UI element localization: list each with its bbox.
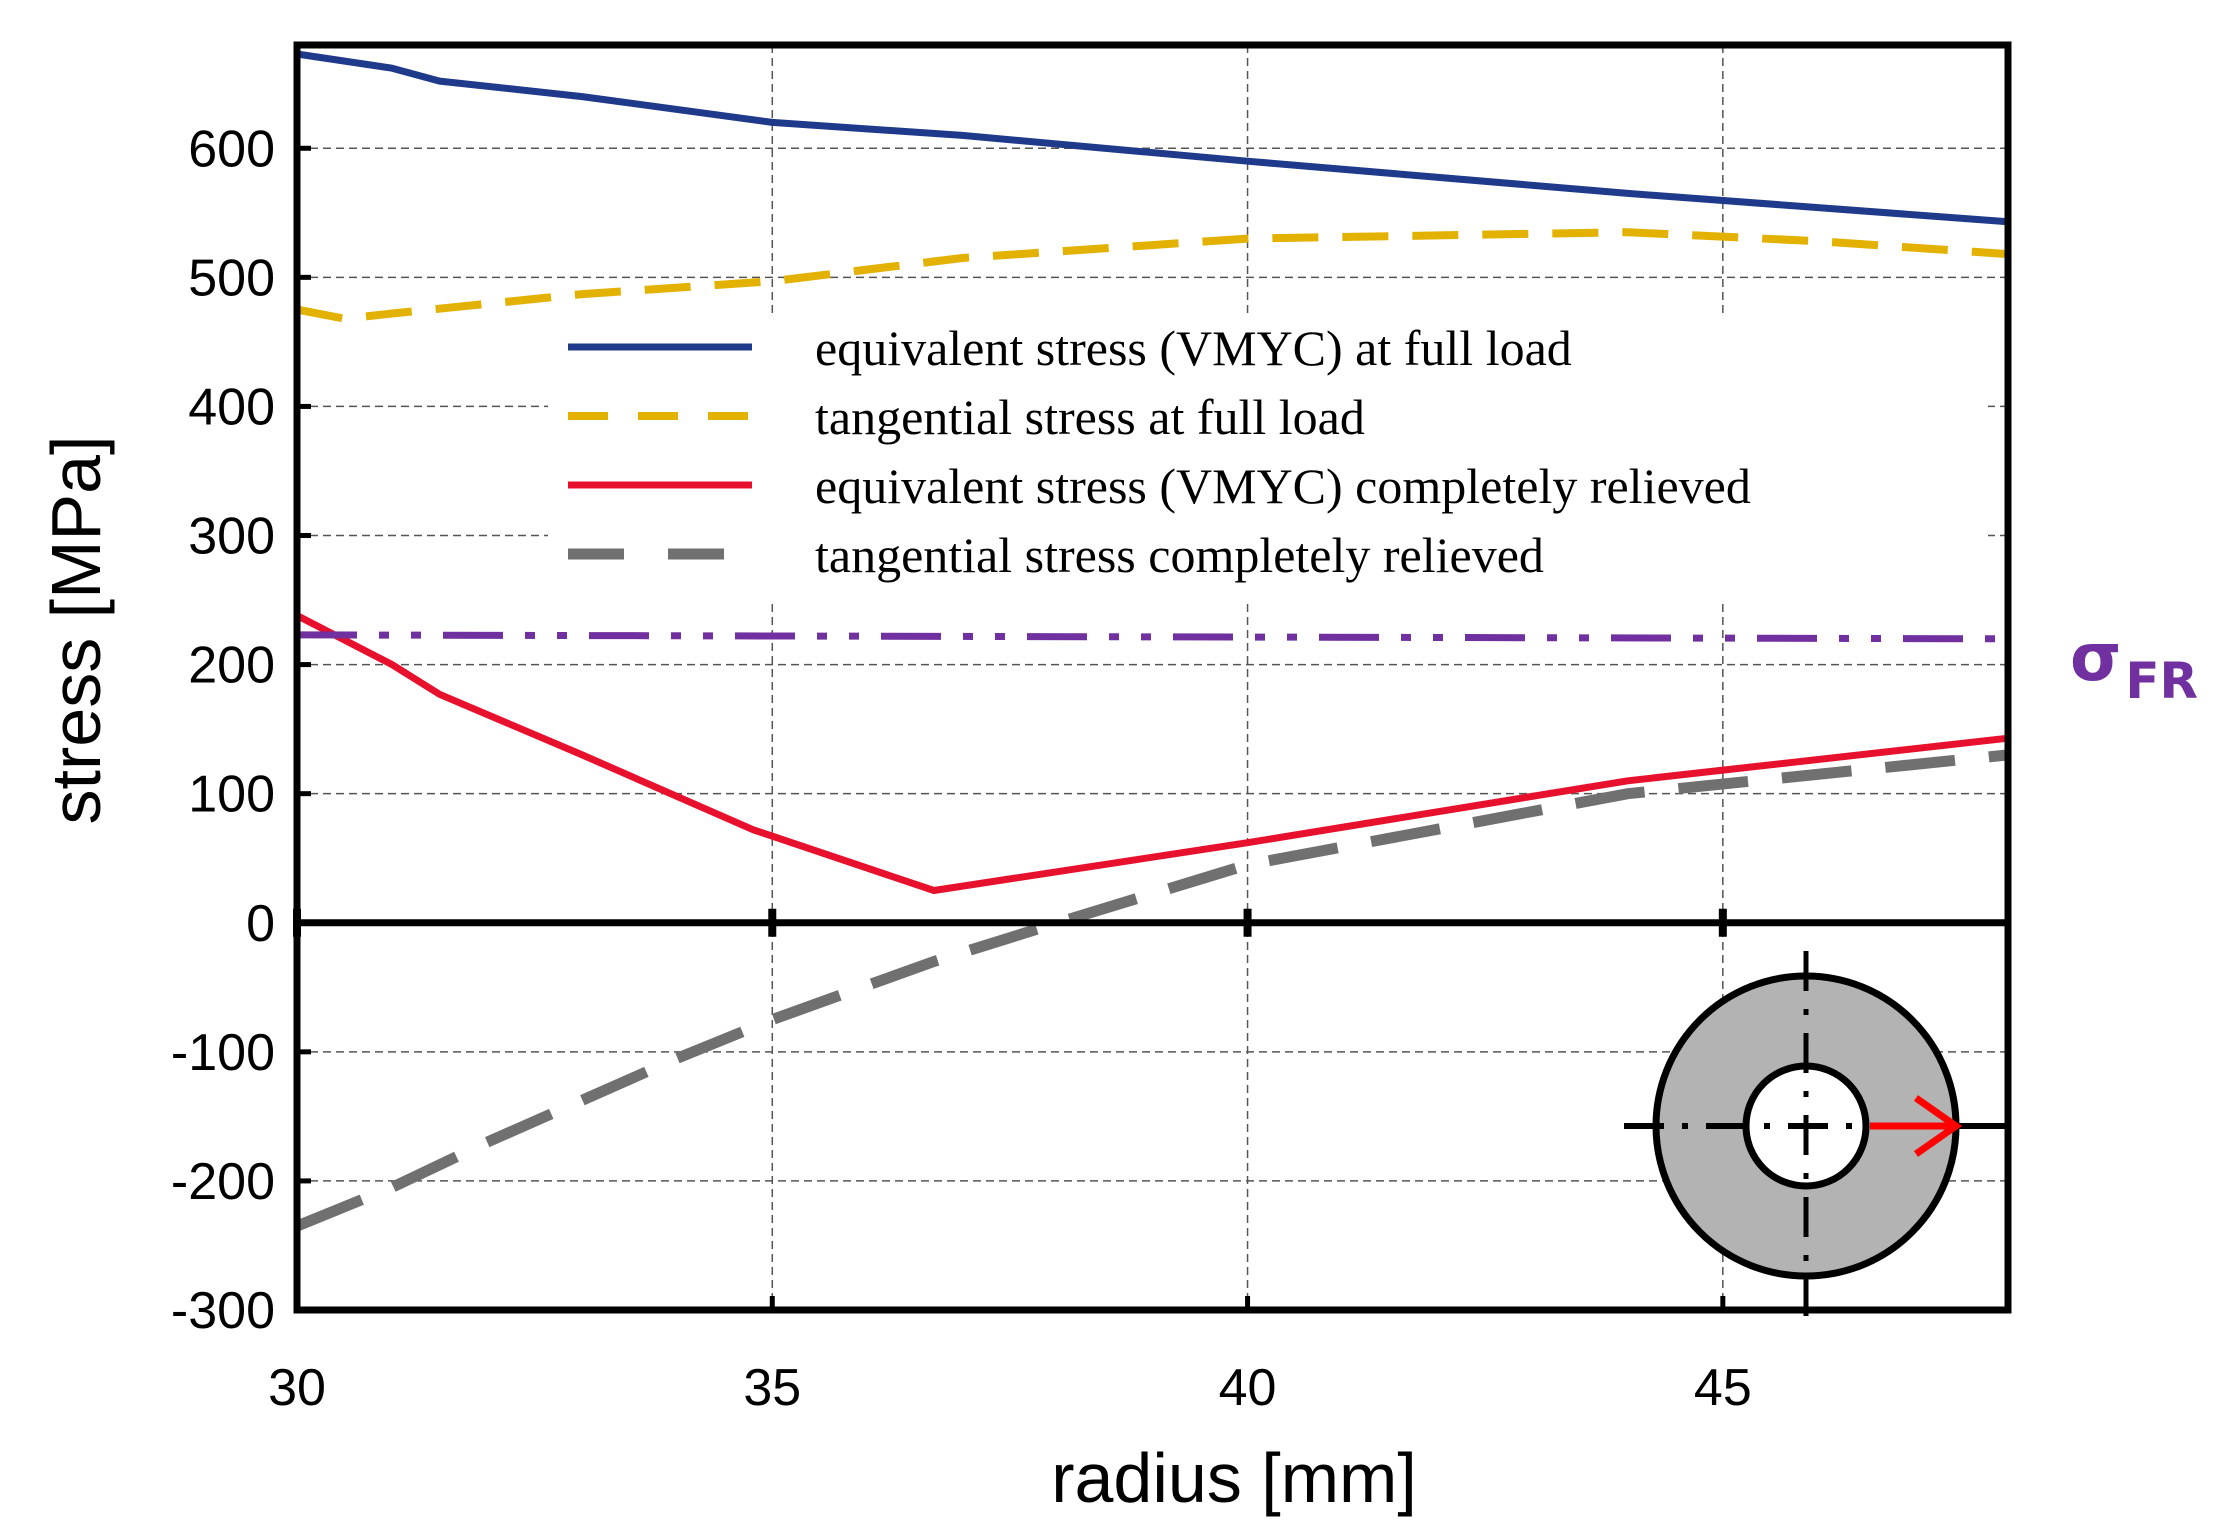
x-tick-label: 45 <box>1694 1359 1752 1417</box>
x-tick-label: 35 <box>743 1359 801 1417</box>
y-tick-label: 500 <box>188 249 275 307</box>
legend-label-0: equivalent stress (VMYC) at full load <box>815 320 1572 376</box>
plot-frame <box>293 41 2012 1314</box>
y-tick-label: -100 <box>171 1024 275 1082</box>
series-line-4 <box>296 631 2009 643</box>
x-tick-label: 30 <box>268 1359 326 1417</box>
legend-background <box>548 318 1988 600</box>
radius-arrow-head <box>1913 1095 1963 1157</box>
y-tick-label: 400 <box>188 378 275 436</box>
cross-section-icon <box>1624 951 2011 1316</box>
y-tick-label: 100 <box>188 766 275 824</box>
series-line-1 <box>296 228 2009 323</box>
series-line-2 <box>295 612 2009 894</box>
legend: equivalent stress (VMYC) at full load tan… <box>568 320 1751 583</box>
y-tick-label: 200 <box>188 637 275 695</box>
y-tick-label: 0 <box>246 895 275 953</box>
x-axis-label: radius [mm] <box>1051 1439 1417 1517</box>
legend-label-3: tangential stress completely relieved <box>815 527 1544 583</box>
series-line-3 <box>294 749 2009 1232</box>
sigma-subscript: FR <box>2125 652 2198 710</box>
y-axis-label: stress [MPa] <box>37 436 115 825</box>
y-tick-label: 300 <box>188 508 275 566</box>
axes <box>293 41 2012 1314</box>
series-lines <box>294 50 2009 1232</box>
legend-label-2: equivalent stress (VMYC) completely reli… <box>815 458 1751 514</box>
x-tick-label: 40 <box>1219 1359 1277 1417</box>
sigma-symbol: σ <box>2070 619 2121 696</box>
y-tick-label: 600 <box>188 120 275 178</box>
tick-labels: -300 -200 -100 0 100 200 300 400 500 600 30 35 40 45 <box>171 120 1752 1417</box>
y-tick-label: -200 <box>171 1153 275 1211</box>
series-line-0 <box>296 50 2009 226</box>
sigma-fr-label: σ FR <box>2070 619 2198 710</box>
y-tick-label: -300 <box>171 1282 275 1340</box>
legend-label-1: tangential stress at full load <box>815 389 1365 445</box>
